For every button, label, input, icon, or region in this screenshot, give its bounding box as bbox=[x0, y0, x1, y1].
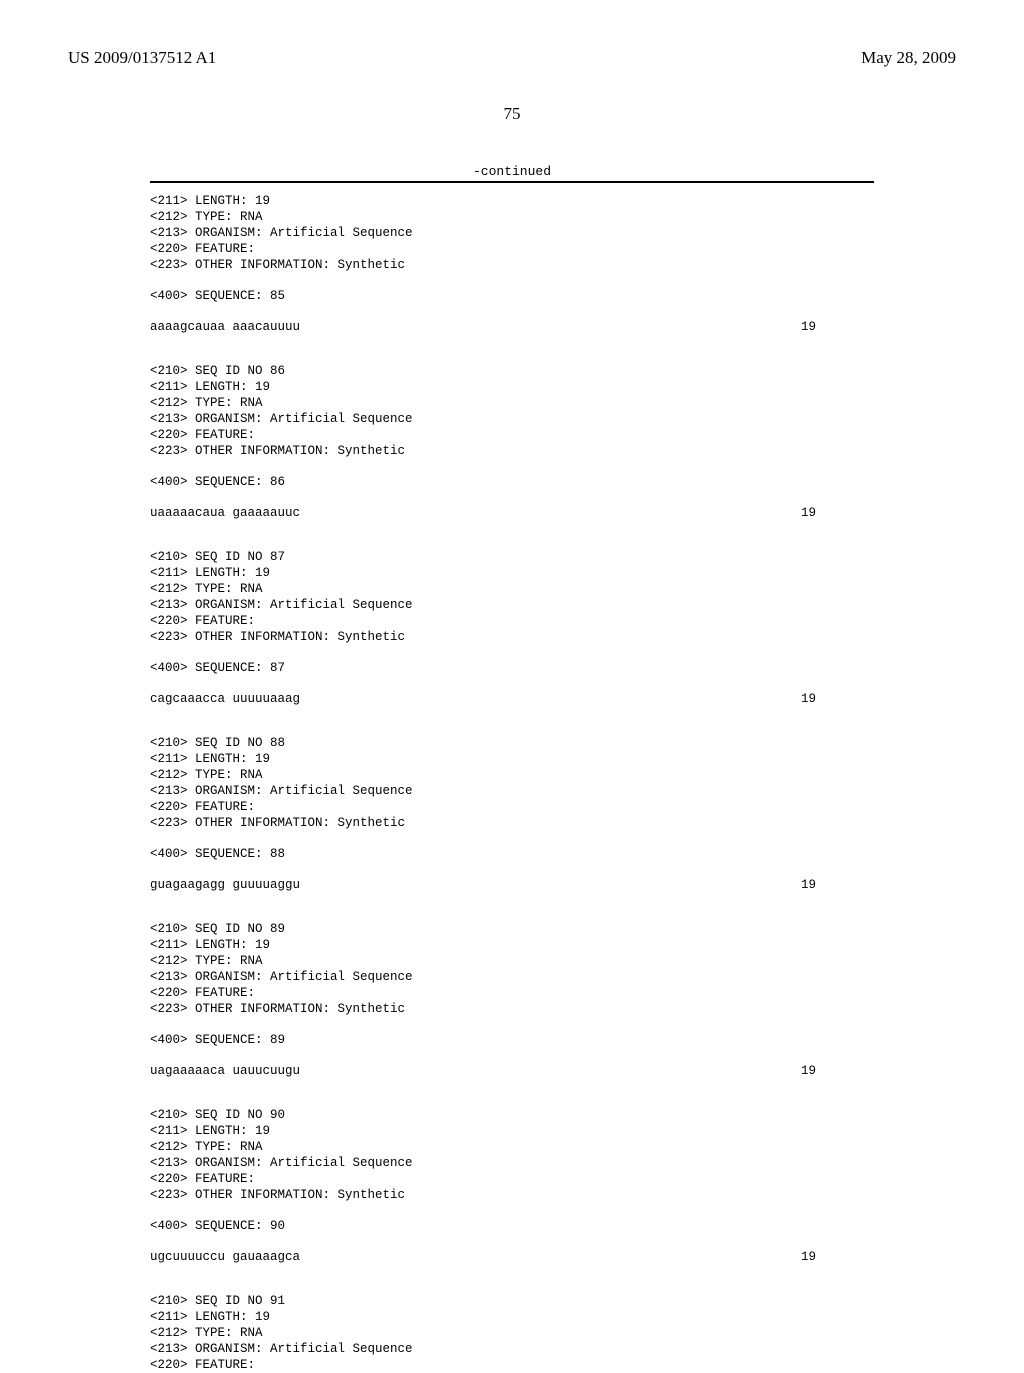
seq-meta-85-l3: <213> ORGANISM: Artificial Sequence bbox=[150, 225, 874, 241]
seq-meta-89-l5: <223> OTHER INFORMATION: Synthetic bbox=[150, 1001, 874, 1017]
seq-meta-89-l4: <220> FEATURE: bbox=[150, 985, 874, 1001]
seq-meta-86-l3: <213> ORGANISM: Artificial Sequence bbox=[150, 411, 874, 427]
page-number: 75 bbox=[0, 104, 1024, 124]
seq-meta-91-l3: <213> ORGANISM: Artificial Sequence bbox=[150, 1341, 874, 1357]
seq-meta-90-l5: <223> OTHER INFORMATION: Synthetic bbox=[150, 1187, 874, 1203]
seq-meta-87-l1: <211> LENGTH: 19 bbox=[150, 565, 874, 581]
seq-meta-85-l1: <211> LENGTH: 19 bbox=[150, 193, 874, 209]
seq-meta-87-l2: <212> TYPE: RNA bbox=[150, 581, 874, 597]
seq-meta-87-l3: <213> ORGANISM: Artificial Sequence bbox=[150, 597, 874, 613]
seq-meta-87-l0: <210> SEQ ID NO 87 bbox=[150, 549, 874, 565]
sequence-listing: -continued <211> LENGTH: 19 <212> TYPE: … bbox=[0, 164, 1024, 1373]
page-header: US 2009/0137512 A1 May 28, 2009 bbox=[0, 0, 1024, 68]
seq-meta-91-l2: <212> TYPE: RNA bbox=[150, 1325, 874, 1341]
seq-meta-86-l2: <212> TYPE: RNA bbox=[150, 395, 874, 411]
seq-meta-90-l1: <211> LENGTH: 19 bbox=[150, 1123, 874, 1139]
seq-meta-90-l3: <213> ORGANISM: Artificial Sequence bbox=[150, 1155, 874, 1171]
seq-hdr-86: <400> SEQUENCE: 86 bbox=[150, 474, 874, 490]
seq-meta-88-l4: <220> FEATURE: bbox=[150, 799, 874, 815]
seq-text-85: aaaagcauaa aaacauuuu bbox=[150, 319, 300, 335]
seq-len-87: 19 bbox=[801, 691, 874, 707]
seq-text-87: cagcaaacca uuuuuaaag bbox=[150, 691, 300, 707]
patent-id: US 2009/0137512 A1 bbox=[68, 48, 216, 68]
seq-meta-89-l0: <210> SEQ ID NO 89 bbox=[150, 921, 874, 937]
seq-row-90: ugcuuuuccu gauaaagca 19 bbox=[150, 1249, 874, 1265]
continued-label: -continued bbox=[150, 164, 874, 179]
seq-meta-91-l0: <210> SEQ ID NO 91 bbox=[150, 1293, 874, 1309]
seq-meta-87-l5: <223> OTHER INFORMATION: Synthetic bbox=[150, 629, 874, 645]
seq-meta-89-l3: <213> ORGANISM: Artificial Sequence bbox=[150, 969, 874, 985]
seq-text-86: uaaaaacaua gaaaaauuc bbox=[150, 505, 300, 521]
seq-len-90: 19 bbox=[801, 1249, 874, 1265]
seq-len-85: 19 bbox=[801, 319, 874, 335]
seq-len-89: 19 bbox=[801, 1063, 874, 1079]
seq-meta-88-l2: <212> TYPE: RNA bbox=[150, 767, 874, 783]
seq-hdr-89: <400> SEQUENCE: 89 bbox=[150, 1032, 874, 1048]
seq-text-90: ugcuuuuccu gauaaagca bbox=[150, 1249, 300, 1265]
seq-row-87: cagcaaacca uuuuuaaag 19 bbox=[150, 691, 874, 707]
seq-meta-88-l3: <213> ORGANISM: Artificial Sequence bbox=[150, 783, 874, 799]
seq-meta-90-l2: <212> TYPE: RNA bbox=[150, 1139, 874, 1155]
seq-meta-90-l0: <210> SEQ ID NO 90 bbox=[150, 1107, 874, 1123]
seq-meta-88-l5: <223> OTHER INFORMATION: Synthetic bbox=[150, 815, 874, 831]
seq-meta-86-l5: <223> OTHER INFORMATION: Synthetic bbox=[150, 443, 874, 459]
divider bbox=[150, 181, 874, 183]
seq-meta-86-l1: <211> LENGTH: 19 bbox=[150, 379, 874, 395]
seq-row-86: uaaaaacaua gaaaaauuc 19 bbox=[150, 505, 874, 521]
seq-row-89: uagaaaaaca uauucuugu 19 bbox=[150, 1063, 874, 1079]
seq-meta-89-l1: <211> LENGTH: 19 bbox=[150, 937, 874, 953]
seq-text-89: uagaaaaaca uauucuugu bbox=[150, 1063, 300, 1079]
seq-text-88: guagaagagg guuuuaggu bbox=[150, 877, 300, 893]
seq-len-88: 19 bbox=[801, 877, 874, 893]
seq-meta-91-l4: <220> FEATURE: bbox=[150, 1357, 874, 1373]
seq-len-86: 19 bbox=[801, 505, 874, 521]
seq-row-85: aaaagcauaa aaacauuuu 19 bbox=[150, 319, 874, 335]
seq-row-88: guagaagagg guuuuaggu 19 bbox=[150, 877, 874, 893]
seq-meta-88-l1: <211> LENGTH: 19 bbox=[150, 751, 874, 767]
seq-meta-86-l4: <220> FEATURE: bbox=[150, 427, 874, 443]
seq-meta-88-l0: <210> SEQ ID NO 88 bbox=[150, 735, 874, 751]
seq-meta-85-l4: <220> FEATURE: bbox=[150, 241, 874, 257]
seq-meta-86-l0: <210> SEQ ID NO 86 bbox=[150, 363, 874, 379]
seq-hdr-85: <400> SEQUENCE: 85 bbox=[150, 288, 874, 304]
seq-hdr-87: <400> SEQUENCE: 87 bbox=[150, 660, 874, 676]
seq-hdr-88: <400> SEQUENCE: 88 bbox=[150, 846, 874, 862]
patent-date: May 28, 2009 bbox=[861, 48, 956, 68]
seq-meta-89-l2: <212> TYPE: RNA bbox=[150, 953, 874, 969]
seq-meta-85-l2: <212> TYPE: RNA bbox=[150, 209, 874, 225]
seq-meta-87-l4: <220> FEATURE: bbox=[150, 613, 874, 629]
seq-meta-85-l5: <223> OTHER INFORMATION: Synthetic bbox=[150, 257, 874, 273]
seq-meta-90-l4: <220> FEATURE: bbox=[150, 1171, 874, 1187]
seq-hdr-90: <400> SEQUENCE: 90 bbox=[150, 1218, 874, 1234]
seq-meta-91-l1: <211> LENGTH: 19 bbox=[150, 1309, 874, 1325]
